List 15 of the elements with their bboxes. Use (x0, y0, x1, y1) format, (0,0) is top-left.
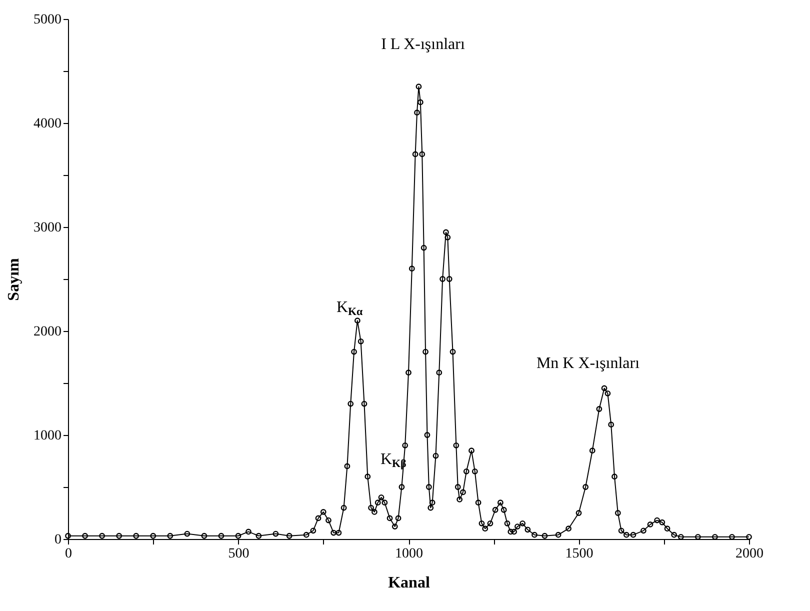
y-tick-label: 3000 (34, 220, 62, 236)
y-tick-label: 2000 (34, 324, 62, 340)
x-tick-label: 2000 (736, 546, 764, 562)
y-axis-title: Sayım (6, 257, 22, 301)
x-tick-label: 500 (228, 546, 250, 562)
y-tick-label: 5000 (34, 12, 62, 28)
x-axis-title: Kanal (388, 574, 430, 592)
annotation: I L X-ışınları (381, 36, 466, 53)
x-tick-label: 0 (65, 546, 72, 562)
x-tick-label: 1000 (395, 546, 423, 562)
y-tick-label: 1000 (34, 428, 62, 444)
x-tick-label: 1500 (565, 546, 594, 562)
y-tick-label: 0 (54, 532, 62, 548)
annotation: Mn K X-ışınları (536, 355, 640, 372)
y-tick-label: 4000 (34, 116, 62, 132)
